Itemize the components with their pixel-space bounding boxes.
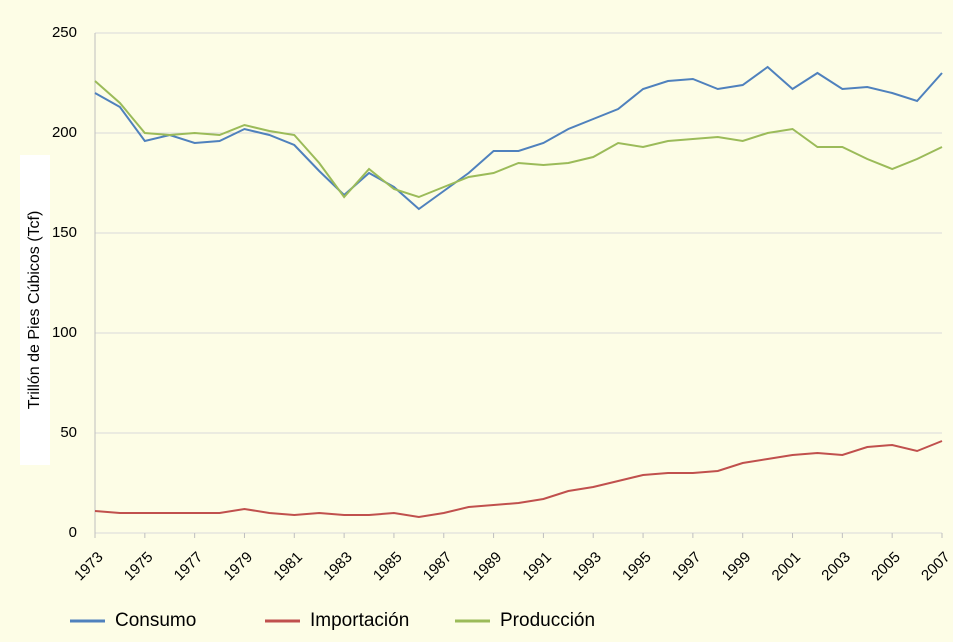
y-tick-label: 50 — [60, 424, 77, 441]
legend-label: Producción — [500, 610, 595, 631]
y-axis-label: Trillón de Pies Cúbicos (Tcf) — [26, 211, 43, 410]
y-tick-label: 200 — [52, 124, 77, 141]
data-line — [94, 65, 943, 211]
y-tick-label: 150 — [52, 224, 77, 241]
data-line — [94, 80, 943, 199]
legend-label: Consumo — [115, 610, 196, 631]
y-tick-label: 0 — [69, 524, 77, 541]
data-line — [94, 440, 943, 519]
y-tick-label: 250 — [52, 24, 77, 41]
label-panel — [20, 155, 50, 465]
legend-label: Importación — [310, 610, 409, 631]
y-tick-label: 100 — [52, 324, 77, 341]
